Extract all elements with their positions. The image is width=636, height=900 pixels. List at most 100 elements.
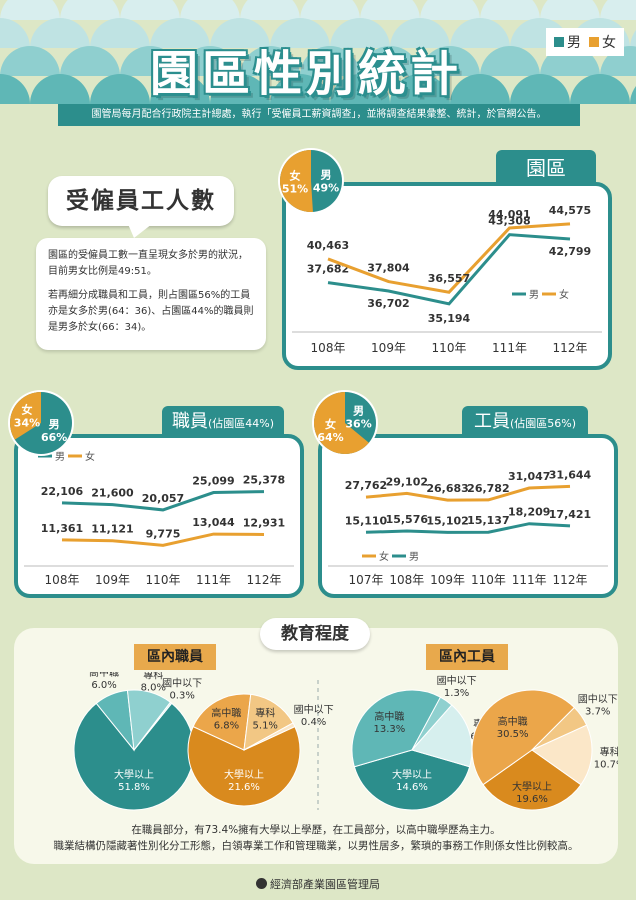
x-tick-label: 111年 xyxy=(512,573,547,587)
pie-slice-label: 專科 xyxy=(600,745,618,758)
data-label: 15,576 xyxy=(386,513,429,526)
wave-shape xyxy=(240,0,300,20)
pie-slice-label: 國中以下 xyxy=(162,677,202,690)
pie-slice-value: 6.0% xyxy=(91,680,116,691)
wave-shape xyxy=(150,18,210,48)
x-tick-label: 112年 xyxy=(247,573,282,587)
legend-label: 女 xyxy=(379,550,389,563)
data-label: 31,644 xyxy=(549,468,592,481)
wave-shape xyxy=(240,46,300,76)
wave-shape xyxy=(600,46,636,76)
data-label: 37,682 xyxy=(307,263,349,276)
pie-slice-female xyxy=(279,150,313,212)
pie-slice-value: 8.0% xyxy=(141,683,166,694)
legend-label: 女 xyxy=(85,450,95,463)
pie-slice xyxy=(133,701,173,751)
pie-slice-label: 國中以下 xyxy=(294,703,334,716)
park-card xyxy=(282,182,612,370)
x-tick-label: 110年 xyxy=(146,573,181,587)
wave-shape xyxy=(210,18,270,48)
wave-shape xyxy=(90,18,150,48)
pie-slice-label: 高中職 xyxy=(374,710,404,723)
pie-slice-value: 19.6% xyxy=(516,794,548,805)
pie-slice-label: 大學以上 xyxy=(114,768,154,781)
data-label: 15,137 xyxy=(467,514,509,527)
pie-slice xyxy=(531,724,593,786)
pie-slice xyxy=(471,689,576,786)
wave-shape xyxy=(270,74,330,104)
data-label: 31,047 xyxy=(508,470,550,483)
pie-label-male: 男 xyxy=(320,169,331,182)
wave-shape xyxy=(30,74,90,104)
wave-shape xyxy=(330,74,390,104)
pie-slice-value: 14.6% xyxy=(396,782,428,793)
wave-shape xyxy=(60,0,120,20)
pie-slice xyxy=(243,722,296,751)
wave-shape xyxy=(600,0,636,20)
pie-slice xyxy=(351,689,442,768)
pie-slice-value: 21.6% xyxy=(228,782,260,793)
wave-shape xyxy=(450,74,510,104)
top-legend: 男 女 xyxy=(546,28,624,56)
pie-slice-label: 大學以上 xyxy=(392,768,432,781)
wave-shape xyxy=(0,46,60,76)
wave-shape xyxy=(210,74,270,104)
pie-label-female: 女 xyxy=(21,402,32,416)
pie-label-female: 女 xyxy=(325,417,336,431)
pie-slice-value: 51.8% xyxy=(118,782,150,793)
pie-slice-value: 13.3% xyxy=(373,724,405,735)
data-label: 15,102 xyxy=(426,514,468,527)
data-label: 25,099 xyxy=(192,475,234,488)
edu-summary-2: 職業結構仍隱藏著性別化分工形態，白領專業工作和管理職業，以男性居多，繁瑣的事務工… xyxy=(53,840,579,852)
education-title: 教育程度 xyxy=(260,618,370,650)
staff-edu-tag: 區內職員 xyxy=(134,644,216,670)
data-label: 12,931 xyxy=(243,516,285,529)
wave-shape xyxy=(330,18,390,48)
wave-shape xyxy=(270,18,330,48)
employees-note: 園區的受僱員工數一直呈現女多於男的狀況，目前男女比例是49:51。 若再細分成職… xyxy=(36,238,266,350)
series-line-male xyxy=(327,233,571,306)
employees-heading: 受僱員工人數 xyxy=(66,188,216,214)
x-tick-label: 107年 xyxy=(349,573,384,587)
x-tick-label: 110年 xyxy=(471,573,506,587)
data-label: 11,121 xyxy=(91,523,133,536)
worker-edu-tag: 區內工員 xyxy=(426,644,508,670)
pie-pct-female: 34% xyxy=(14,416,40,429)
wave-shape xyxy=(480,0,540,20)
ministry-logo-icon xyxy=(256,878,267,889)
tab-park: 園區 xyxy=(496,150,596,186)
wave-shape xyxy=(630,30,636,48)
data-label: 26,782 xyxy=(467,482,509,495)
wave-shape xyxy=(360,46,420,76)
pie-slice-label: 國中以下 xyxy=(437,674,477,687)
wave-shape xyxy=(420,0,480,20)
staff-card xyxy=(14,434,304,598)
worker-tab-label: 工員 xyxy=(473,411,510,432)
data-label: 13,044 xyxy=(192,516,235,529)
pie-slice-value: 6.8% xyxy=(214,721,239,732)
wave-shape xyxy=(420,46,480,76)
x-tick-label: 110年 xyxy=(432,341,467,355)
data-label: 11,361 xyxy=(41,522,83,535)
pie-slice-label: 大學以上 xyxy=(224,768,264,781)
wave-shape xyxy=(450,18,510,48)
wave-shape xyxy=(390,74,450,104)
bubble-tail xyxy=(128,224,152,238)
legend-male: 男 xyxy=(554,32,581,52)
wave-shape xyxy=(570,74,630,104)
pie-slice-value: 3.7% xyxy=(585,706,610,717)
park-gender-pie: 女 51% 男 49% xyxy=(278,148,344,214)
data-label: 25,378 xyxy=(243,474,285,487)
x-tick-label: 111年 xyxy=(196,573,231,587)
pie-pct-male: 49% xyxy=(313,182,339,195)
pie-pct-female: 51% xyxy=(282,183,308,196)
x-tick-label: 112年 xyxy=(553,341,588,355)
pie-pct-female: 64% xyxy=(317,431,343,444)
series-line-male xyxy=(61,490,265,512)
x-tick-label: 108年 xyxy=(45,573,80,587)
data-label: 42,799 xyxy=(549,245,591,258)
pie-pct-male: 66% xyxy=(41,431,67,444)
worker-tab-note: (佔園區56%) xyxy=(509,417,577,430)
employees-para2: 若再細分成職員和工員，則占園區56%的工員亦是女多於男(64：36)、占園區44… xyxy=(48,290,254,333)
